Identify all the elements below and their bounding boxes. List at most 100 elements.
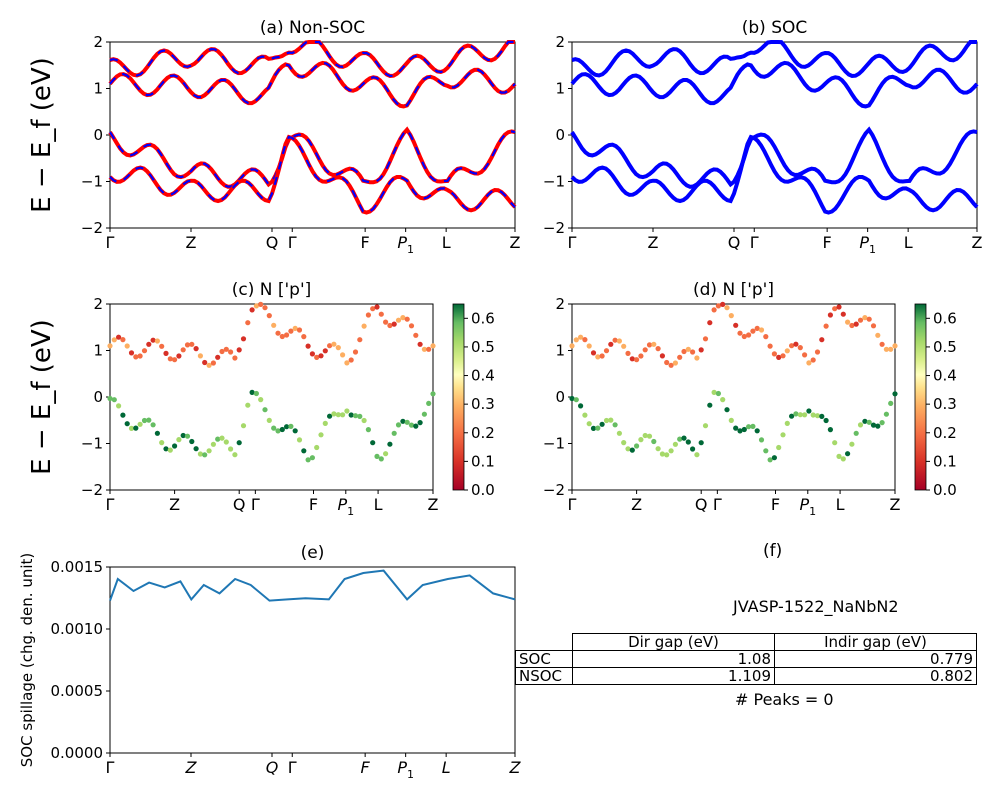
projection-point — [245, 320, 251, 326]
projection-point — [690, 349, 696, 355]
projection-point — [767, 343, 773, 349]
projection-point — [698, 440, 704, 446]
projection-point — [262, 407, 268, 413]
colorbar-tick-label: 0.4 — [933, 367, 957, 385]
projection-point — [314, 354, 320, 360]
projection-point — [352, 413, 359, 419]
projection-point — [883, 346, 890, 352]
projection-point — [685, 439, 691, 445]
projection-point — [202, 452, 208, 458]
projection-point — [784, 348, 790, 354]
x-tick-label: Z — [510, 233, 521, 252]
projection-point — [733, 425, 739, 431]
projection-point — [124, 343, 130, 349]
projection-point — [176, 353, 182, 359]
colorbar-tick-label: 0.5 — [933, 338, 957, 356]
colorbar-tick-label: 0.0 — [933, 481, 957, 499]
y-tick-label: −1 — [543, 173, 565, 191]
projection-point — [793, 341, 799, 347]
projection-point — [240, 336, 247, 342]
projection-point — [374, 304, 380, 310]
projection-point — [275, 330, 281, 336]
x-tick-label: Z — [648, 233, 659, 252]
projection-point — [586, 421, 592, 427]
projection-point — [172, 443, 178, 449]
plot-frame — [109, 303, 434, 491]
projection-point — [612, 422, 618, 428]
projection-point — [832, 440, 838, 446]
projection-point — [340, 412, 346, 418]
colorbar-tick-label: 0.0 — [471, 481, 495, 499]
projection-point — [711, 389, 717, 395]
projection-point — [262, 305, 268, 311]
projection-point — [603, 417, 610, 424]
band-line — [109, 40, 515, 79]
projection-point — [776, 354, 782, 360]
projection-point — [582, 412, 588, 418]
projection-point — [413, 423, 419, 429]
projection-point — [275, 428, 281, 434]
projection-point — [391, 321, 397, 327]
projection-point — [595, 425, 601, 431]
x-tick-label: Z — [890, 495, 901, 514]
panel-title: (d) N ['p'] — [693, 280, 774, 300]
projection-point — [426, 400, 432, 406]
projection-point — [569, 343, 575, 349]
y-tick-label: −2 — [543, 481, 565, 499]
band-line-dashed — [109, 135, 516, 214]
projection-point — [621, 343, 627, 349]
projection-point — [672, 441, 679, 447]
projection-point — [193, 346, 199, 352]
projection-point — [599, 421, 605, 427]
x-tick-label: L — [442, 758, 451, 777]
projection-point — [866, 419, 872, 425]
projection-point — [845, 319, 851, 325]
x-tick-label: Z — [428, 495, 439, 514]
x-tick-label: Γ — [106, 495, 115, 514]
y-tick-label: 0.0015 — [51, 558, 104, 576]
x-tick-label: P1 — [337, 495, 354, 518]
colorbar-tick-label: 0.6 — [471, 309, 495, 327]
row-label-nsoc: NSOC — [515, 667, 573, 685]
projection-point — [133, 354, 139, 360]
projection-point — [810, 357, 816, 363]
x-tick-subscript: 1 — [347, 505, 354, 518]
projection-point — [677, 354, 683, 360]
projection-point — [228, 446, 234, 452]
projection-point — [413, 332, 419, 338]
projection-point — [763, 334, 769, 340]
projection-point — [322, 420, 328, 426]
projection-point — [651, 341, 657, 347]
projection-point — [616, 338, 623, 344]
x-tick-label: Q — [266, 233, 279, 252]
y-tick-label: 0 — [555, 126, 565, 144]
material-label: JVASP-1522_NaNbN2 — [733, 597, 899, 616]
projection-point — [107, 343, 113, 349]
projection-point — [327, 413, 333, 419]
x-tick-label: P1 — [859, 233, 876, 256]
y-tick-label: 0.0010 — [51, 620, 104, 638]
projection-point — [150, 337, 156, 343]
projection-point — [634, 357, 640, 363]
projection-point — [590, 350, 597, 356]
projection-point — [664, 359, 670, 366]
projection-point — [331, 411, 337, 417]
projection-point — [642, 432, 648, 439]
projection-point — [819, 337, 825, 343]
projection-point — [750, 423, 756, 429]
projection-point — [707, 320, 713, 326]
x-tick-label: P1 — [397, 758, 414, 781]
x-tick-label: F — [309, 495, 318, 514]
projection-point — [883, 411, 890, 417]
projection-point — [849, 441, 855, 447]
projection-point — [612, 337, 618, 343]
projection-point — [655, 446, 661, 452]
projection-point — [582, 337, 588, 343]
projection-point — [395, 317, 402, 323]
projection-point — [802, 412, 808, 418]
projection-point — [621, 440, 627, 446]
x-tick-label: Γ — [568, 495, 577, 514]
y-tick-label: −2 — [81, 219, 103, 237]
projection-point — [387, 441, 393, 447]
y-tick-label: 0 — [93, 126, 103, 144]
